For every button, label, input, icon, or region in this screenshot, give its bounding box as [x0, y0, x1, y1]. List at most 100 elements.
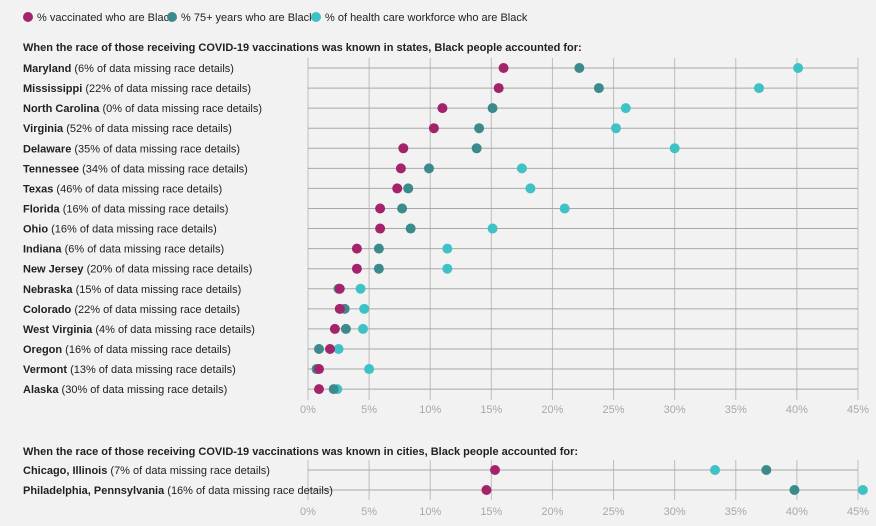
- dot-healthcare: [364, 364, 375, 375]
- x-tick-label: 10%: [419, 506, 441, 518]
- dot-over75: [471, 143, 482, 154]
- row-label: Colorado (22% of data missing race detai…: [23, 304, 240, 316]
- row-detail: (22% of data missing race details): [71, 304, 240, 316]
- dot-vaccinated: [375, 223, 386, 234]
- legend-item-healthcare: % of health care workforce who are Black: [311, 12, 528, 24]
- row-alaska: Alaska (30% of data missing race details…: [23, 384, 858, 396]
- dot-vaccinated: [329, 323, 340, 334]
- dot-vaccinated: [428, 123, 439, 134]
- legend-label-healthcare: % of health care workforce who are Black: [325, 12, 528, 24]
- dot-healthcare: [669, 143, 680, 154]
- row-label: Chicago, Illinois (7% of data missing ra…: [23, 465, 270, 477]
- dot-over75: [314, 343, 324, 354]
- dot-vaccinated: [398, 143, 409, 154]
- row-label: Vermont (13% of data missing race detail…: [23, 364, 236, 376]
- dot-vaccinated: [334, 283, 345, 294]
- x-tick-label: 0%: [300, 404, 316, 416]
- dot-healthcare: [487, 223, 498, 234]
- row-florida: Florida (16% of data missing race detail…: [23, 203, 858, 215]
- row-detail: (6% of data missing race details): [71, 63, 234, 75]
- legend-label-over75: % 75+ years who are Black: [181, 12, 315, 24]
- dot-vaccinated: [334, 303, 345, 314]
- row-label: Ohio (16% of data missing race details): [23, 224, 217, 236]
- dot-healthcare: [355, 283, 366, 294]
- x-tick-label: 0%: [300, 506, 316, 518]
- row-mississippi: Mississippi (22% of data missing race de…: [23, 83, 858, 95]
- row-detail: (35% of data missing race details): [71, 143, 240, 155]
- row-name: Maryland: [23, 63, 71, 75]
- x-tick-label: 15%: [480, 506, 502, 518]
- row-name: Alaska: [23, 384, 59, 396]
- x-tick-label: 25%: [603, 506, 625, 518]
- panel-title: When the race of those receiving COVID-1…: [23, 446, 578, 458]
- dot-healthcare: [754, 83, 764, 94]
- dot-healthcare: [516, 163, 527, 174]
- row-label: Philadelphia, Pennsylvania (16% of data …: [23, 485, 333, 497]
- row-detail: (16% of data missing race details): [62, 344, 231, 356]
- x-tick-label: 40%: [786, 506, 808, 518]
- dot-vaccinated: [314, 364, 324, 375]
- x-tick-label: 45%: [847, 506, 869, 518]
- row-nebraska: Nebraska (15% of data missing race detai…: [23, 283, 858, 296]
- row-colorado: Colorado (22% of data missing race detai…: [23, 303, 858, 316]
- row-texas: Texas (46% of data missing race details): [23, 183, 858, 195]
- x-tick-label: 20%: [541, 404, 563, 416]
- row-label: Indiana (6% of data missing race details…: [23, 244, 224, 256]
- row-name: Delaware: [23, 143, 71, 155]
- x-tick-label: 40%: [786, 404, 808, 416]
- dot-vaccinated: [481, 485, 492, 495]
- row-name: Florida: [23, 203, 61, 215]
- x-tick-label: 30%: [664, 404, 686, 416]
- row-label: New Jersey (20% of data missing race det…: [23, 264, 252, 276]
- dot-over75: [373, 243, 384, 254]
- row-label: Alaska (30% of data missing race details…: [23, 384, 227, 396]
- row-label: Florida (16% of data missing race detail…: [23, 203, 228, 215]
- dot-vaccinated: [351, 263, 362, 274]
- row-vermont: Vermont (13% of data missing race detail…: [23, 364, 858, 376]
- dot-over75: [574, 63, 585, 73]
- row-label: Tennessee (34% of data missing race deta…: [23, 163, 248, 175]
- x-tick-label: 35%: [725, 506, 747, 518]
- legend-swatch-healthcare: [311, 12, 321, 22]
- row-detail: (16% of data missing race details): [164, 485, 333, 497]
- legend-swatch-over75: [167, 12, 177, 22]
- row-detail: (16% of data missing race details): [48, 224, 217, 236]
- row-philadelphia-pennsylvania: Philadelphia, Pennsylvania (16% of data …: [23, 485, 868, 497]
- dot-healthcare: [611, 123, 621, 134]
- row-name: Indiana: [23, 244, 62, 256]
- dot-healthcare: [620, 103, 631, 114]
- dot-over75: [487, 103, 498, 114]
- dot-over75: [424, 163, 434, 174]
- dot-over75: [340, 323, 351, 334]
- dot-vaccinated: [351, 243, 362, 254]
- row-name: North Carolina: [23, 103, 100, 115]
- row-name: Philadelphia, Pennsylvania: [23, 485, 165, 497]
- dot-over75: [328, 384, 339, 395]
- row-label: Texas (46% of data missing race details): [23, 183, 222, 195]
- row-label: Nebraska (15% of data missing race detai…: [23, 284, 241, 296]
- dot-healthcare: [359, 303, 370, 314]
- dot-vaccinated: [437, 103, 448, 114]
- dot-healthcare: [559, 203, 570, 214]
- row-name: Ohio: [23, 224, 48, 236]
- row-name: Chicago, Illinois: [23, 465, 107, 477]
- row-detail: (22% of data missing race details): [82, 83, 251, 95]
- panel-title: When the race of those receiving COVID-1…: [23, 42, 582, 54]
- x-tick-label: 30%: [664, 506, 686, 518]
- legend: % vaccinated who are Black % 75+ years wh…: [23, 12, 528, 24]
- dot-healthcare: [525, 183, 536, 194]
- x-tick-label: 35%: [725, 404, 747, 416]
- dot-vaccinated: [375, 203, 386, 214]
- row-label: North Carolina (0% of data missing race …: [23, 103, 262, 115]
- row-name: New Jersey: [23, 264, 84, 276]
- row-name: Colorado: [23, 304, 72, 316]
- row-name: Texas: [23, 183, 53, 195]
- dot-over75: [373, 263, 384, 274]
- dot-over75: [405, 223, 416, 234]
- row-detail: (15% of data missing race details): [73, 284, 242, 296]
- x-tick-label: 25%: [603, 404, 625, 416]
- row-label: Virginia (52% of data missing race detai…: [23, 123, 232, 135]
- row-detail: (0% of data missing race details): [99, 103, 262, 115]
- dot-over75: [789, 485, 800, 495]
